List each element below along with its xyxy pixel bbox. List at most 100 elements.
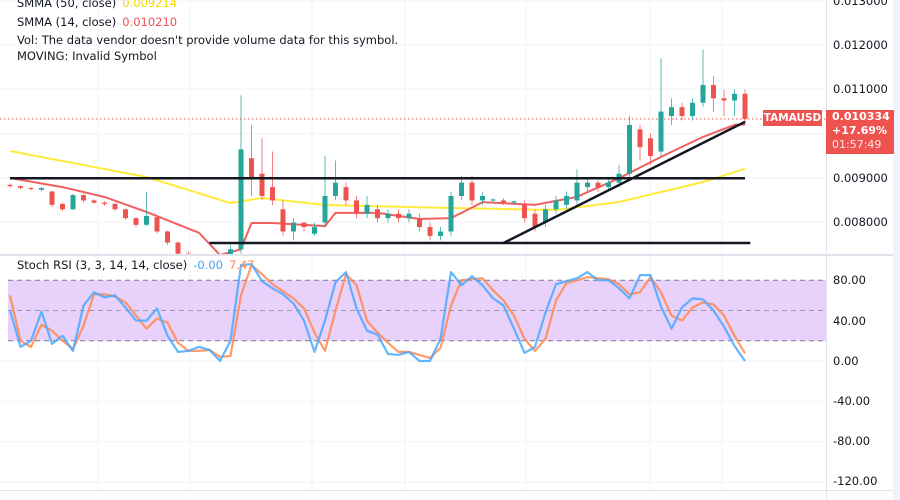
candle-body <box>270 187 275 201</box>
symbol-tag: TAMAUSD <box>763 110 822 126</box>
legend-smma50[interactable]: SMMA (50, close) 0.009214 <box>17 0 177 11</box>
candle-body <box>280 209 286 232</box>
candle-body <box>133 218 139 225</box>
candle-body <box>679 107 685 117</box>
candle-body <box>28 187 34 189</box>
candle-body <box>259 173 265 196</box>
candle-body <box>154 217 160 232</box>
candle-body <box>627 124 632 174</box>
stoch-tick: 80.00 <box>833 273 866 287</box>
candle-body <box>144 215 149 225</box>
time-axis-border <box>0 490 900 491</box>
candle-body <box>18 186 23 188</box>
candle-body <box>459 182 464 196</box>
candle-body <box>543 209 548 223</box>
smma50-label: SMMA (50, close) <box>17 0 117 10</box>
smma50-value: 0.009214 <box>122 0 178 10</box>
trendline <box>502 120 746 245</box>
stoch-d-line <box>8 263 746 360</box>
candle-body <box>343 187 349 201</box>
candle-body <box>732 93 737 101</box>
scrollbar-edge <box>893 0 900 500</box>
candle-body <box>448 195 454 232</box>
candle-body <box>60 203 65 210</box>
stoch-tick: -120.00 <box>833 474 878 488</box>
candle-body <box>333 182 338 196</box>
smma14-value: 0.010210 <box>122 15 178 29</box>
candle-body <box>175 242 181 254</box>
candle-body <box>595 182 601 188</box>
candle-body <box>480 195 485 201</box>
price-chart[interactable] <box>0 0 826 254</box>
pane-separator[interactable] <box>0 254 900 256</box>
candle-body <box>112 203 118 210</box>
stoch-tick: 40.00 <box>833 314 866 328</box>
stoch-rsi-chart[interactable] <box>0 256 826 490</box>
stoch-rsi-pane[interactable] <box>0 256 826 490</box>
candle-body <box>49 191 55 205</box>
price-tick: 0.009000 <box>833 171 888 185</box>
stoch-label: Stoch RSI (3, 3, 14, 14, close) <box>17 258 188 272</box>
stoch-tick: -80.00 <box>833 434 871 448</box>
stoch-tick: 0.00 <box>833 354 859 368</box>
candle-body <box>91 200 97 203</box>
candle-body <box>385 213 391 219</box>
candle-body <box>228 249 233 254</box>
candle-body <box>375 209 380 219</box>
price-tick: 0.012000 <box>833 38 888 52</box>
legend-moving-note: MOVING: Invalid Symbol <box>17 49 157 63</box>
candle-body <box>7 184 13 187</box>
candle-body <box>291 222 296 232</box>
candle-body <box>39 187 44 190</box>
smma50-line <box>9 150 746 211</box>
candle-body <box>427 227 433 236</box>
candle-body <box>564 195 569 205</box>
candle-body <box>658 111 664 152</box>
price-tick: 0.011000 <box>833 82 888 96</box>
candle-body <box>238 149 244 250</box>
candle-body <box>406 213 412 219</box>
legend-stoch-rsi[interactable]: Stoch RSI (3, 3, 14, 14, close) -0.00 7.47 <box>17 258 255 273</box>
stoch-k-line <box>8 262 746 363</box>
legend-smma14[interactable]: SMMA (14, close) 0.010210 <box>17 15 177 30</box>
last-price-label: 0.010334 +17.69% 01:57:49 <box>826 110 894 154</box>
smma14-label: SMMA (14, close) <box>17 15 117 29</box>
last-price: 0.010334 <box>832 110 890 123</box>
bar-countdown: 01:57:49 <box>832 138 882 151</box>
price-tick: 0.013000 <box>833 0 888 8</box>
price-tick: 0.008000 <box>833 215 888 229</box>
candle-body <box>469 182 475 201</box>
candle-body <box>522 204 527 219</box>
candle-body <box>123 209 128 219</box>
candle-body <box>574 182 580 201</box>
candle-body <box>301 222 307 228</box>
candle-body <box>249 158 254 179</box>
candle-body <box>364 204 370 214</box>
candle-body <box>532 213 538 228</box>
candle-body <box>70 195 76 210</box>
candle-body <box>354 200 359 214</box>
candle-body <box>553 200 559 210</box>
candle-body <box>102 202 107 204</box>
price-change: +17.69% <box>832 124 888 137</box>
stoch-d-value: 7.47 <box>228 258 255 272</box>
candle-body <box>396 213 401 219</box>
candle-body <box>438 231 443 236</box>
stoch-k-value: -0.00 <box>193 258 223 272</box>
candle-body <box>81 195 86 201</box>
candle-body <box>585 182 590 188</box>
candle-body <box>490 199 496 201</box>
candle-body <box>721 98 727 101</box>
candle-body <box>417 218 422 228</box>
smma14-line <box>9 123 746 254</box>
candle-body <box>700 84 706 103</box>
candle-body <box>322 195 328 223</box>
candle-body <box>690 102 695 117</box>
price-pane[interactable] <box>0 0 826 254</box>
candle-body <box>669 107 674 117</box>
legend-volume-note: Vol: The data vendor doesn't provide vol… <box>17 33 399 47</box>
candle-body <box>606 182 611 188</box>
candle-body <box>637 129 643 148</box>
candle-body <box>501 200 506 203</box>
stoch-tick: -40.00 <box>833 394 871 408</box>
